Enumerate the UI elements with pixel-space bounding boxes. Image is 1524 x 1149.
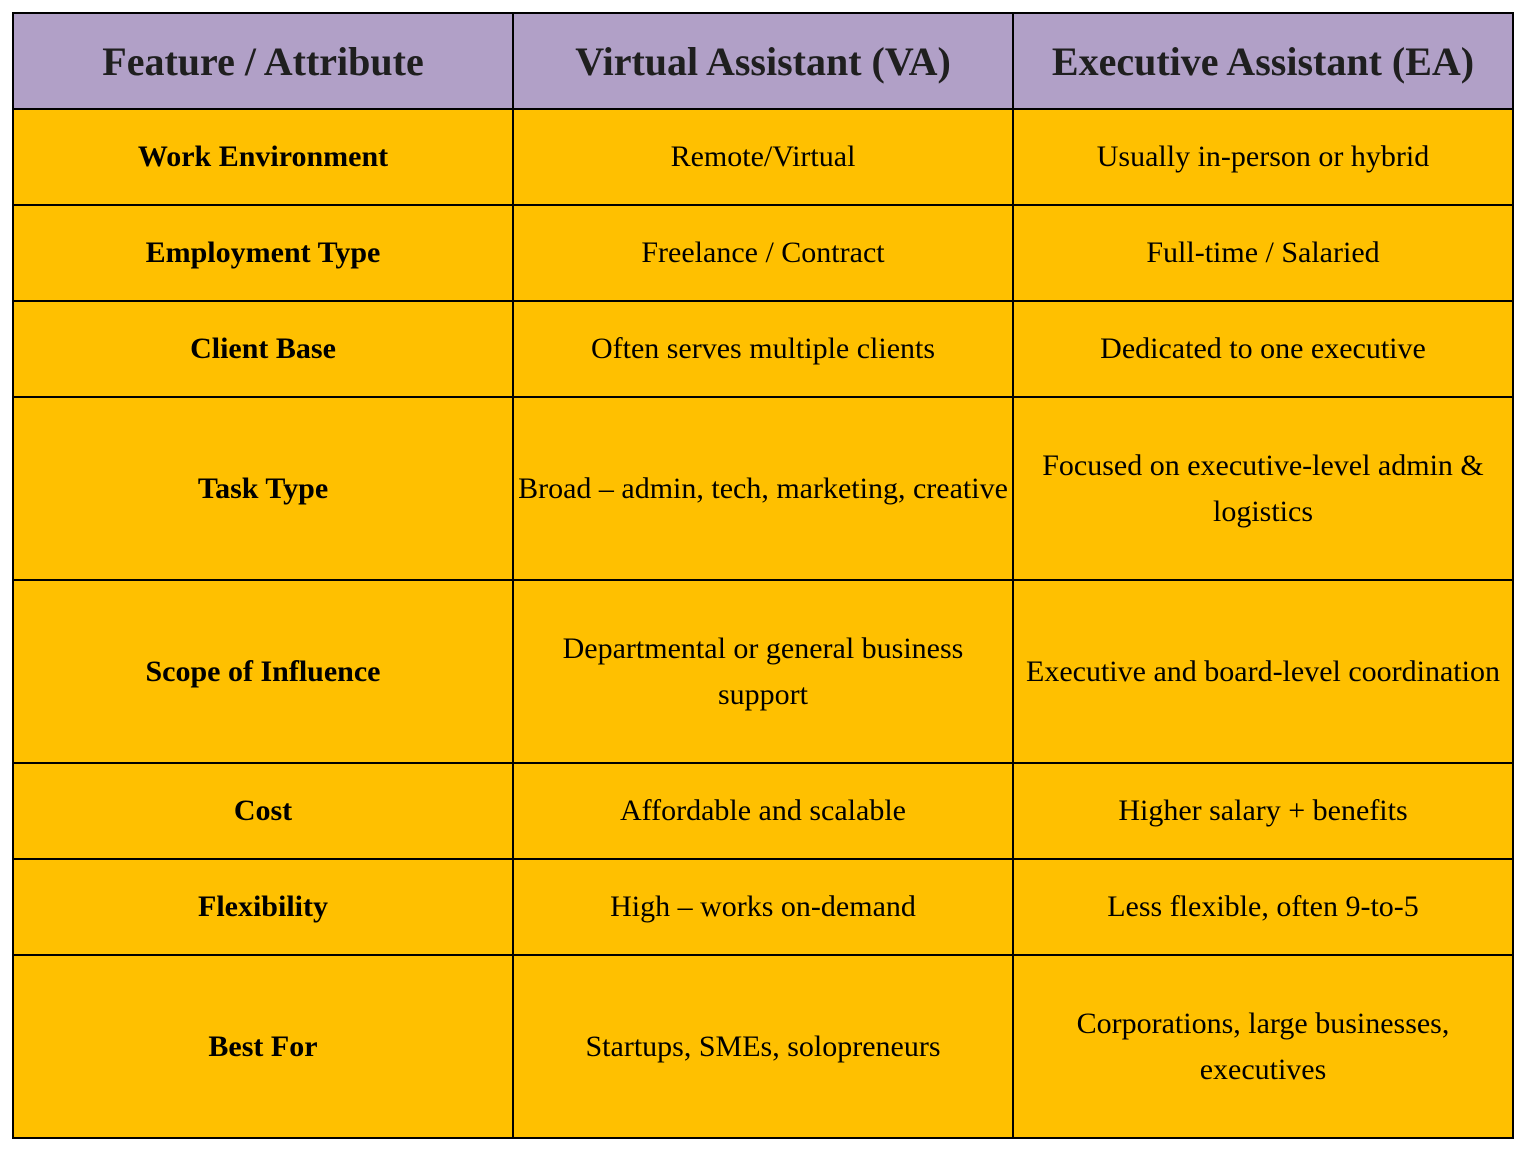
ea-cell: Less flexible, often 9-to-5	[1012, 858, 1514, 956]
feature-cell: Client Base	[12, 300, 514, 398]
feature-cell: Task Type	[12, 396, 514, 581]
feature-cell: Employment Type	[12, 204, 514, 302]
feature-cell: Scope of Influence	[12, 579, 514, 764]
feature-cell: Cost	[12, 762, 514, 860]
ea-cell: Focused on executive-level admin & logis…	[1012, 396, 1514, 581]
ea-cell: Dedicated to one executive	[1012, 300, 1514, 398]
va-cell: Broad – admin, tech, marketing, creative	[512, 396, 1014, 581]
feature-cell: Flexibility	[12, 858, 514, 956]
feature-cell: Best For	[12, 954, 514, 1139]
va-cell: Often serves multiple clients	[512, 300, 1014, 398]
ea-cell: Executive and board-level coordination	[1012, 579, 1514, 764]
table-row: Cost Affordable and scalable Higher sala…	[12, 762, 1514, 860]
ea-cell: Usually in-person or hybrid	[1012, 108, 1514, 206]
ea-cell: Full-time / Salaried	[1012, 204, 1514, 302]
feature-cell: Work Environment	[12, 108, 514, 206]
va-cell: Affordable and scalable	[512, 762, 1014, 860]
table-row: Work Environment Remote/Virtual Usually …	[12, 108, 1514, 206]
header-executive-assistant: Executive Assistant (EA)	[1012, 12, 1514, 110]
va-cell: Remote/Virtual	[512, 108, 1014, 206]
table-row: Best For Startups, SMEs, solopreneurs Co…	[12, 954, 1514, 1139]
header-feature: Feature / Attribute	[12, 12, 514, 110]
ea-cell: Corporations, large businesses, executiv…	[1012, 954, 1514, 1139]
table-header-row: Feature / Attribute Virtual Assistant (V…	[12, 12, 1514, 110]
table-row: Employment Type Freelance / Contract Ful…	[12, 204, 1514, 302]
table-row: Client Base Often serves multiple client…	[12, 300, 1514, 398]
table-row: Scope of Influence Departmental or gener…	[12, 579, 1514, 764]
va-cell: High – works on-demand	[512, 858, 1014, 956]
va-cell: Freelance / Contract	[512, 204, 1014, 302]
va-cell: Startups, SMEs, solopreneurs	[512, 954, 1014, 1139]
header-virtual-assistant: Virtual Assistant (VA)	[512, 12, 1014, 110]
table-row: Flexibility High – works on-demand Less …	[12, 858, 1514, 956]
ea-cell: Higher salary + benefits	[1012, 762, 1514, 860]
comparison-table: Feature / Attribute Virtual Assistant (V…	[12, 12, 1514, 1139]
va-cell: Departmental or general business support	[512, 579, 1014, 764]
table-row: Task Type Broad – admin, tech, marketing…	[12, 396, 1514, 581]
